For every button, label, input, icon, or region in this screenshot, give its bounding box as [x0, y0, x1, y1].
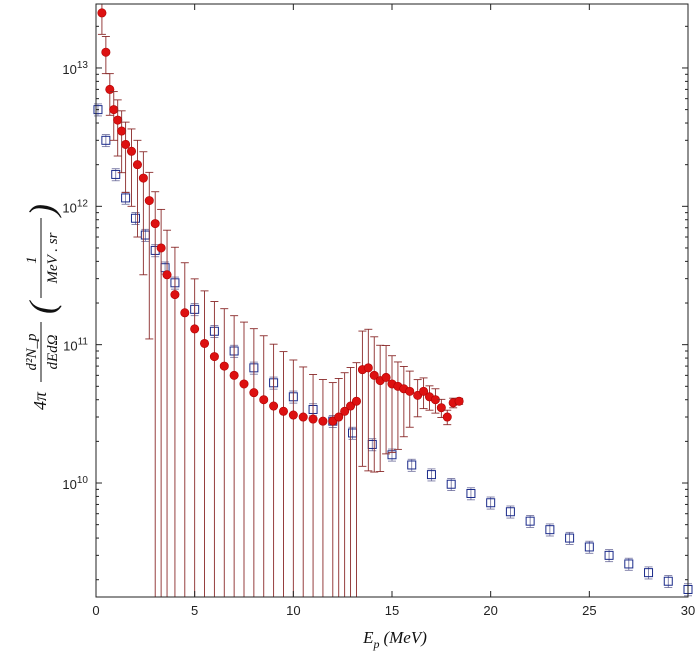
y-tick-label: 1013: [62, 60, 88, 77]
blue-square-point: [565, 533, 575, 543]
y-axis-prefix: 4π: [30, 391, 50, 410]
red-circle-point: [363, 363, 373, 373]
x-axis-title-sub: p: [372, 637, 379, 651]
x-tick-label: 5: [191, 603, 198, 618]
series-red: [97, 3, 464, 597]
blue-square-point: [545, 525, 555, 535]
blue-square-point: [121, 193, 131, 203]
red-circle-point: [340, 406, 350, 416]
blue-square-point: [505, 507, 515, 517]
x-tick-label: 25: [582, 603, 596, 618]
red-circle-point: [351, 396, 361, 406]
red-circle-point: [219, 361, 229, 371]
y-tick-exponent: 10: [77, 475, 89, 486]
blue-square-point: [446, 479, 456, 489]
red-circle-point: [109, 105, 119, 115]
y-tick-exponent: 13: [77, 60, 89, 71]
y-tick-exponent: 11: [78, 337, 89, 348]
red-circle-point: [121, 139, 131, 149]
x-tick-label: 20: [483, 603, 497, 618]
red-circle-point: [298, 412, 308, 422]
red-circle-point: [346, 401, 356, 411]
red-circle-point: [229, 370, 239, 380]
red-circle-point: [381, 372, 391, 382]
blue-square-point: [663, 576, 673, 586]
y-tick-base: 10: [62, 200, 76, 215]
x-axis-title-unit: (MeV): [383, 628, 427, 647]
blue-square-point: [525, 516, 535, 526]
y-axis-unit-den: MeV . sr: [45, 232, 61, 284]
red-circle-point: [190, 324, 200, 334]
red-circle-point: [138, 173, 148, 183]
blue-square-point: [111, 169, 121, 179]
red-circle-point: [144, 196, 154, 206]
red-circle-point: [132, 160, 142, 170]
red-circle-point: [278, 406, 288, 416]
y-tick-label: 1011: [63, 337, 88, 354]
y-axis-fraction-num: d²N_p: [24, 333, 40, 371]
blue-square-point: [426, 470, 436, 480]
red-circle-point: [369, 370, 379, 380]
red-circle-point: [200, 338, 210, 348]
red-circle-point: [318, 416, 328, 426]
y-axis-fraction-den: dEdΩ: [45, 334, 61, 369]
red-circle-point: [209, 352, 219, 362]
x-tick-label: 0: [92, 603, 99, 618]
blue-square-point: [93, 105, 103, 115]
red-circle-point: [113, 115, 123, 125]
y-tick-label: 1012: [62, 198, 88, 215]
y-tick-base: 10: [62, 62, 76, 77]
series-blue: [93, 103, 693, 597]
blue-square-point: [604, 550, 614, 560]
red-circle-point: [105, 84, 115, 94]
red-circle-point: [442, 412, 452, 422]
x-axis-title-base: E: [362, 628, 374, 647]
y-tick-base: 10: [62, 477, 76, 492]
y-axis-unit-num: 1: [24, 256, 40, 264]
red-circle-point: [288, 410, 298, 420]
x-axis-title: Ep (MeV): [362, 628, 427, 651]
x-tick-label: 30: [681, 603, 695, 618]
red-circle-point: [454, 396, 464, 406]
red-circle-point: [308, 414, 318, 424]
y-tick-base: 10: [63, 339, 77, 354]
x-tick-label: 10: [286, 603, 300, 618]
blue-square-point: [644, 568, 654, 578]
red-circle-point: [334, 412, 344, 422]
red-circle-point: [170, 290, 180, 300]
red-circle-point: [239, 379, 249, 389]
red-circle-point: [249, 388, 259, 398]
red-circle-point: [162, 270, 172, 280]
y-axis-title: 4π d²N_p dEdΩ ( 1 MeV . sr ): [22, 204, 62, 410]
red-circle-point: [101, 47, 111, 57]
blue-square-point: [584, 542, 594, 552]
y-axis-paren-left: (: [22, 300, 62, 314]
red-circle-point: [150, 219, 160, 229]
red-circle-point: [127, 146, 137, 156]
y-tick-exponent: 12: [77, 198, 89, 209]
red-circle-point: [117, 126, 127, 136]
blue-square-point: [130, 213, 140, 223]
y-tick-label: 1010: [62, 475, 88, 492]
x-ticks: 0 5 10 15 20 25 30: [92, 4, 695, 618]
red-circle-point: [419, 386, 429, 396]
red-circle-point: [269, 401, 279, 411]
blue-square-point: [466, 488, 476, 498]
blue-square-point: [486, 498, 496, 508]
blue-square-point: [407, 460, 417, 470]
red-circle-point: [97, 8, 107, 18]
red-circle-point: [259, 395, 269, 405]
x-tick-label: 15: [385, 603, 399, 618]
blue-square-point: [624, 559, 634, 569]
red-circle-point: [180, 308, 190, 318]
y-axis-paren-right: ): [22, 204, 62, 218]
red-circle-point: [156, 243, 166, 253]
red-circle-point: [405, 386, 415, 396]
series-layer: [93, 3, 693, 597]
red-circle-point: [436, 403, 446, 413]
